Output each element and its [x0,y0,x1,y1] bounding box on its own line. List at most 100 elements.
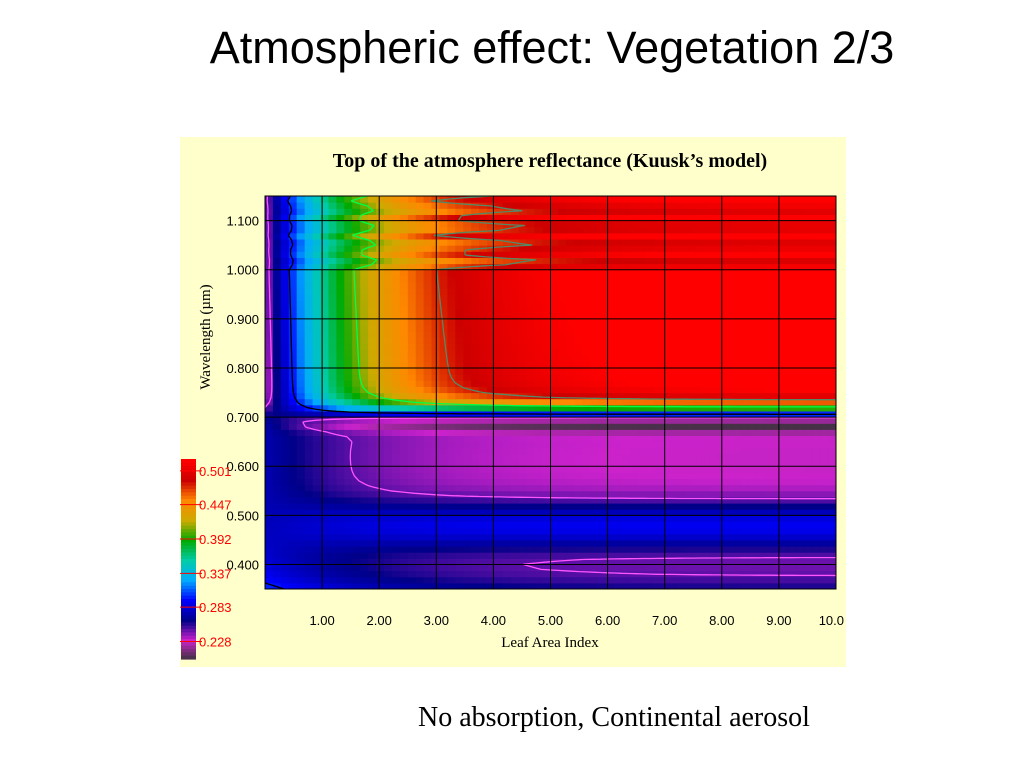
heatmap-cell [693,288,702,295]
heatmap-cell [764,343,774,351]
heatmap-cell [399,214,409,222]
heatmap-cell [788,349,797,357]
heatmap-cell [526,582,536,589]
heatmap-cell [312,435,322,443]
heatmap-cell [479,392,488,400]
colorbar-segment [181,482,196,487]
heatmap-cell [455,275,464,283]
heatmap-cell [344,220,353,228]
heatmap-cell [391,404,401,412]
heatmap-cell [812,435,821,443]
heatmap-cell [463,282,472,289]
heatmap-cell [526,533,536,541]
heatmap-cell [566,546,575,553]
heatmap-cell [344,294,353,301]
heatmap-cell [487,294,496,301]
heatmap-cell [748,361,758,369]
heatmap-cell [280,263,290,271]
heatmap-cell [463,380,472,387]
heatmap-cell [804,441,813,449]
heatmap-cell [828,466,836,473]
heatmap-cell [796,331,805,338]
heatmap-cell [717,349,726,357]
heatmap-cell [756,423,766,430]
heatmap-cell [764,275,774,283]
heatmap-cell [788,435,797,443]
colorbar-segment [181,552,196,557]
heatmap-cell [368,582,377,589]
heatmap-cell [384,306,393,314]
heatmap-cell [772,367,782,375]
heatmap-cell [502,447,512,455]
heatmap-cell [709,564,718,572]
heatmap-cell [534,349,544,357]
heatmap-cell [463,232,472,240]
heatmap-cell [534,318,544,326]
heatmap-cell [756,558,766,565]
heatmap-cell [669,533,678,541]
heatmap-cell [510,331,520,338]
heatmap-cell [653,546,663,553]
heatmap-cell [685,509,694,516]
heatmap-cell [502,453,512,461]
heatmap-cell [788,552,797,559]
heatmap-cell [272,441,282,449]
heatmap-cell [399,245,409,252]
heatmap-cell [471,361,480,369]
heatmap-cell [320,503,329,510]
heatmap-cell [693,282,702,289]
heatmap-cell [574,466,583,473]
heatmap-cell [661,361,670,369]
heatmap-cell [550,226,559,234]
heatmap-cell [439,496,448,504]
heatmap-cell [463,349,472,357]
heatmap-cell [804,355,813,363]
heatmap-cell [312,294,322,301]
heatmap-cell [574,288,583,295]
colorbar-segment [181,499,196,503]
heatmap-cell [558,429,567,436]
heatmap-cell [272,380,282,387]
heatmap-cell [566,441,575,449]
heatmap-cell [645,447,655,455]
heatmap-cell [384,429,393,436]
heatmap-cell [804,447,813,455]
heatmap-cell [788,576,797,584]
heatmap-cell [756,503,766,510]
heatmap-cell [828,417,836,424]
heatmap-cell [613,417,623,424]
heatmap-cell [280,460,290,467]
heatmap-cell [613,245,623,252]
heatmap-cell [558,582,567,589]
heatmap-cell [542,521,552,529]
heatmap-cell [407,410,417,418]
heatmap-cell [487,546,496,553]
heatmap-cell [645,386,655,394]
heatmap-cell [645,429,655,436]
heatmap-cell [495,282,504,289]
heatmap-cell [384,294,393,301]
heatmap-cell [772,576,782,584]
heatmap-cell [431,263,440,271]
heatmap-cell [606,257,615,265]
heatmap-cell [629,269,639,277]
heatmap-cell [463,398,472,406]
heatmap-cell [510,202,520,209]
heatmap-cell [288,527,298,535]
colorbar-segment [181,525,196,530]
heatmap-cell [288,453,298,461]
heatmap-cell [629,282,639,289]
heatmap-cell [780,208,789,215]
heatmap-cell [280,288,290,295]
heatmap-cell [582,386,591,394]
heatmap-cell [534,208,544,215]
heatmap-cell [534,460,544,467]
heatmap-cell [495,398,504,406]
heatmap-cell [376,337,385,344]
heatmap-cell [280,398,290,406]
heatmap-cell [804,337,813,344]
heatmap-cell [487,367,496,375]
heatmap-cell [629,484,639,492]
heatmap-cell [399,232,409,240]
heatmap-cell [415,361,425,369]
